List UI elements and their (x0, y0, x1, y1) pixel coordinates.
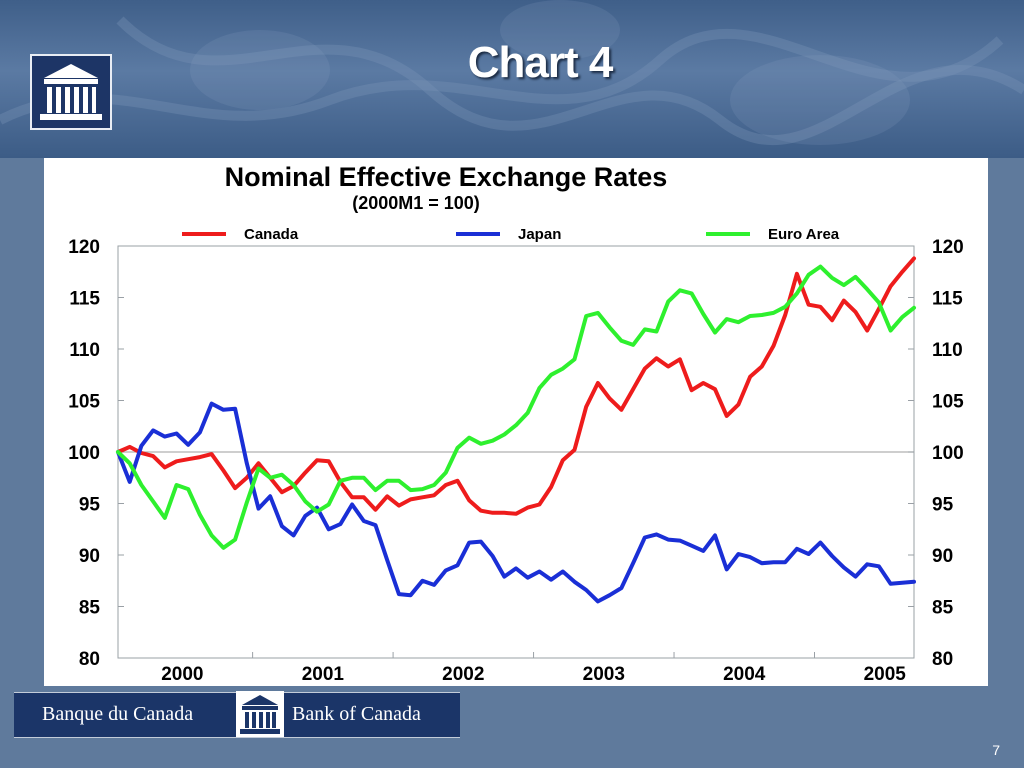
chart-panel: Nominal Effective Exchange Rates (2000M1… (44, 158, 988, 686)
legend-label-japan: Japan (518, 226, 561, 243)
y-tick-label-left: 85 (79, 598, 101, 619)
x-tick-label: 2000 (161, 664, 203, 685)
x-tick-label: 2004 (723, 664, 766, 685)
footer-english-name: Bank of Canada (292, 703, 421, 725)
footer-logo (236, 691, 284, 737)
slide-title: Chart 4 (467, 38, 614, 87)
x-tick-label: 2005 (864, 664, 907, 685)
series-line-euro-area (116, 264, 916, 550)
footer-french-name: Banque du Canada (42, 703, 194, 725)
header-band (0, 0, 1024, 158)
y-tick-label-right: 110 (932, 340, 963, 361)
series-line-japan (116, 401, 916, 604)
x-tick-label: 2003 (583, 664, 625, 685)
y-tick-label-right: 90 (932, 546, 953, 567)
x-tick-label: 2002 (442, 664, 484, 685)
y-tick-label-right: 105 (932, 392, 964, 413)
footer-bar: Banque du Canada Bank of Canada (14, 691, 460, 738)
y-tick-label-left: 115 (69, 289, 100, 310)
legend-label-euro-area: Euro Area (768, 226, 840, 243)
y-tick-label-left: 90 (79, 546, 100, 567)
y-tick-label-left: 110 (69, 340, 100, 361)
chart-legend: Canada Japan Euro Area (182, 226, 840, 243)
y-tick-label-right: 80 (932, 649, 953, 670)
y-tick-label-right: 95 (932, 495, 954, 516)
chart-subtitle: (2000M1 = 100) (352, 193, 480, 213)
y-tick-label-right: 85 (932, 598, 954, 619)
legend-label-canada: Canada (244, 226, 299, 243)
chart-axes: 120 120 115 115 110 110 105 105 100 100 95 95 90 90 85… (68, 237, 964, 685)
y-tick-label-left: 105 (68, 392, 100, 413)
x-tick-label: 2001 (302, 664, 345, 685)
footer-bank-icon (240, 695, 280, 734)
y-tick-label-left: 120 (68, 237, 100, 258)
y-tick-label-left: 100 (68, 443, 100, 464)
page-number: 7 (992, 742, 1000, 758)
y-tick-label-left: 95 (79, 495, 101, 516)
y-tick-label-right: 100 (932, 443, 964, 464)
header-texture (0, 0, 1024, 146)
y-tick-label-left: 80 (79, 649, 100, 670)
exchange-rate-chart: Nominal Effective Exchange Rates (2000M1… (68, 162, 964, 685)
chart-title: Nominal Effective Exchange Rates (225, 162, 668, 192)
y-tick-label-right: 120 (932, 237, 964, 258)
bank-building-icon (40, 64, 102, 120)
chart-series (116, 256, 916, 604)
y-tick-label-right: 115 (932, 289, 963, 310)
bank-building-logo (30, 54, 112, 130)
